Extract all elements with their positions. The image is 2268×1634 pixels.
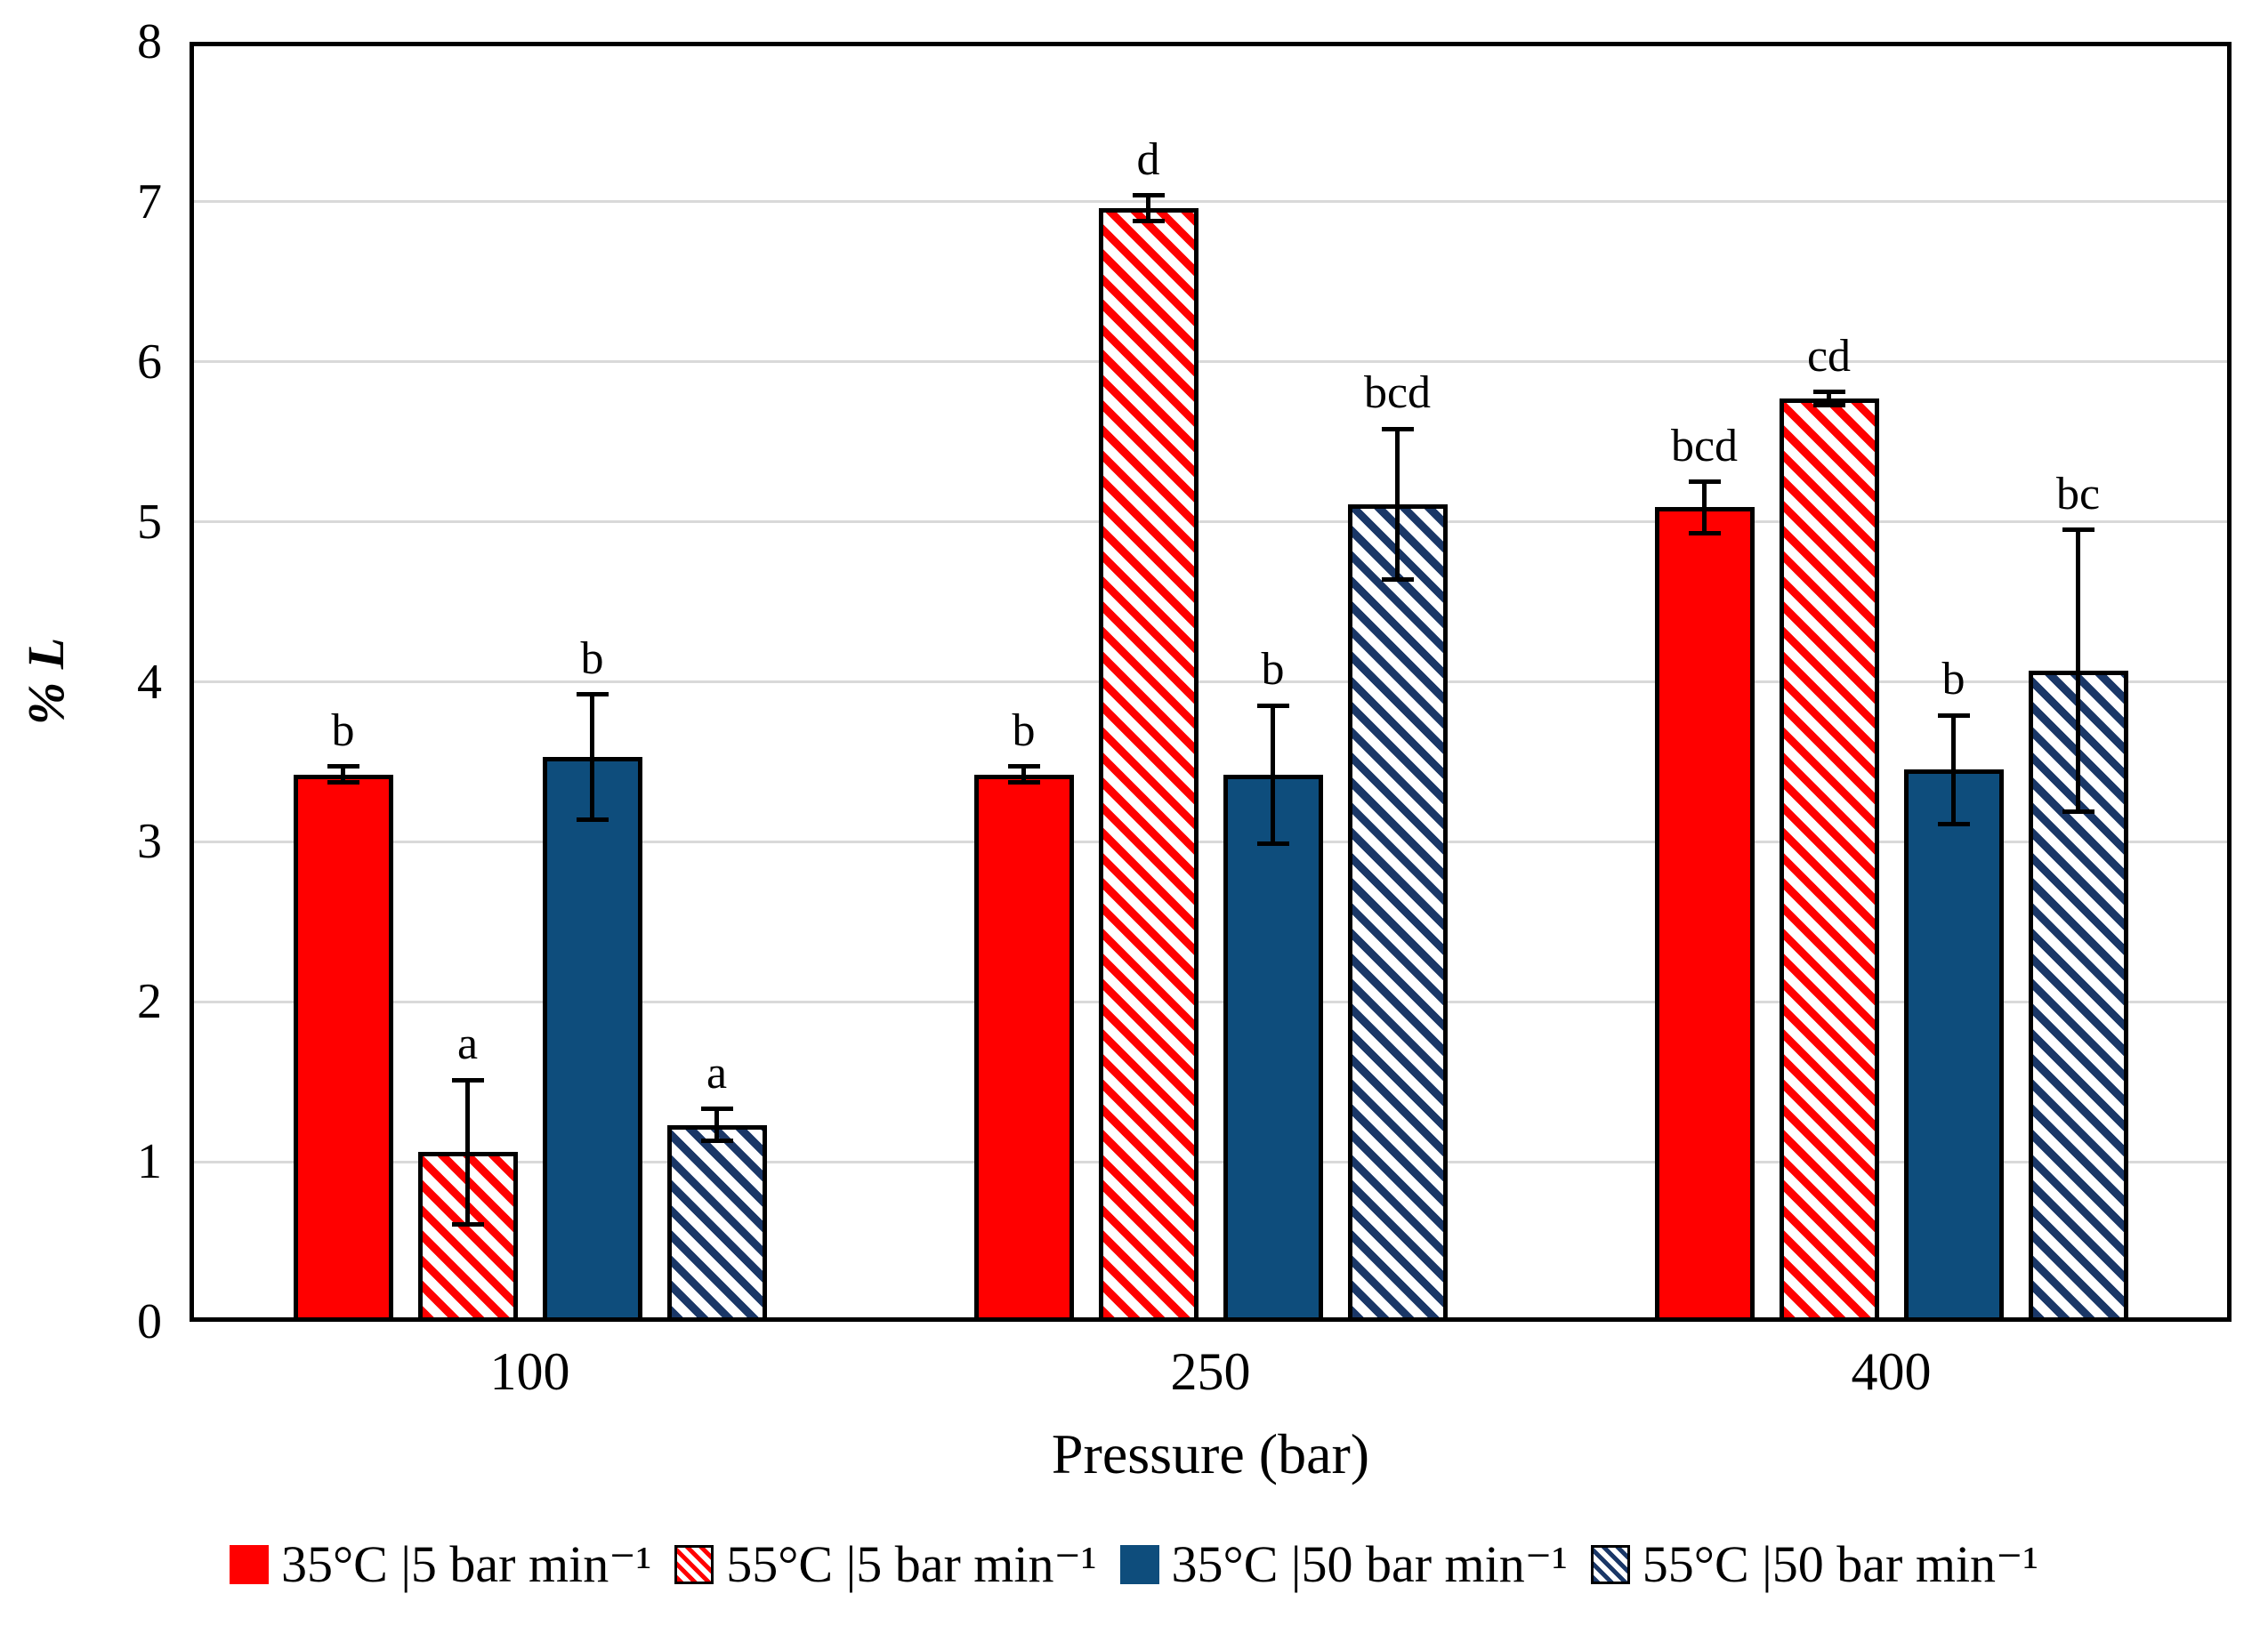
error-bar-bottom-cap [1132, 218, 1165, 223]
y-tick-label: 7 [137, 173, 162, 229]
significance-letter: bc [2055, 468, 2101, 519]
legend-swatch [1590, 1545, 1630, 1584]
bar [542, 757, 642, 1322]
error-bar [465, 1080, 470, 1225]
x-tick-label: 400 [1851, 1342, 1932, 1401]
y-tick-label: 2 [137, 974, 162, 1030]
error-bar-bottom-cap [327, 780, 359, 785]
error-bar-top-cap [1256, 703, 1289, 708]
error-bar-bottom-cap [1688, 530, 1721, 535]
legend-label: 55°C |5 bar min⁻¹ [726, 1535, 1097, 1593]
gridline [190, 1000, 2232, 1003]
error-bar-bottom-cap [1256, 841, 1289, 846]
significance-letter: b [1941, 654, 1965, 705]
y-tick-label: 0 [137, 1294, 162, 1349]
significance-letter: b [1261, 644, 1285, 696]
error-bar-bottom-cap [1937, 822, 1970, 827]
error-bar-top-cap [1812, 390, 1845, 395]
y-tick-label: 4 [137, 654, 162, 710]
error-bar-bottom-cap [576, 817, 609, 822]
category-group: b a b a [190, 42, 870, 1322]
bar [1654, 507, 1755, 1322]
error-bar [1827, 391, 1831, 406]
error-bar-top-cap [327, 764, 359, 769]
significance-letter: b [1012, 704, 1036, 756]
error-bar [2076, 529, 2080, 812]
error-bar-top-cap [451, 1077, 484, 1083]
y-tick-label: 8 [137, 14, 162, 69]
y-tick-label: 3 [137, 814, 162, 870]
significance-letter: cd [1806, 330, 1852, 382]
gridline [190, 1160, 2232, 1163]
error-bar [1702, 481, 1707, 534]
gridline [190, 200, 2232, 204]
bar [1098, 208, 1199, 1322]
legend-swatch [229, 1545, 269, 1584]
significance-letter: bcd [1363, 367, 1432, 419]
error-bar-top-cap [1007, 764, 1040, 769]
error-bar [1951, 715, 1956, 825]
category-group: bcd cd b bc [1551, 42, 2232, 1322]
error-bar-top-cap [2062, 527, 2094, 533]
significance-letter: a [706, 1047, 728, 1099]
bar [666, 1124, 767, 1322]
category-group: b d b bcd [870, 42, 1551, 1322]
bar [1347, 503, 1448, 1322]
error-bar-bottom-cap [451, 1221, 484, 1227]
legend-label: 35°C |50 bar min⁻¹ [1171, 1535, 1568, 1593]
error-bar [341, 766, 345, 783]
error-bar [714, 1108, 719, 1141]
bar [1779, 398, 1879, 1322]
error-bar-bottom-cap [1381, 576, 1414, 582]
legend-item: 55°C |5 bar min⁻¹ [674, 1535, 1097, 1593]
gridline [190, 360, 2232, 364]
error-bar-bottom-cap [1007, 780, 1040, 785]
bar [1903, 769, 2004, 1322]
error-bar-top-cap [576, 692, 609, 697]
x-tick-label: 250 [1170, 1342, 1251, 1401]
significance-letter: b [331, 704, 355, 756]
legend-swatch [1119, 1545, 1159, 1584]
legend: 35°C |5 bar min⁻¹ 55°C |5 bar min⁻¹ 35°C |… [0, 1539, 2268, 1590]
error-bar-bottom-cap [2062, 809, 2094, 814]
error-bar-top-cap [1688, 479, 1721, 485]
legend-item: 55°C |50 bar min⁻¹ [1590, 1535, 2039, 1593]
legend-label: 35°C |5 bar min⁻¹ [280, 1535, 652, 1593]
legend-item: 35°C |50 bar min⁻¹ [1119, 1535, 1568, 1593]
error-bar-top-cap [1132, 193, 1165, 198]
error-bar [1021, 766, 1026, 783]
gridline [190, 680, 2232, 683]
error-bar [1395, 429, 1400, 580]
significance-letter: bcd [1670, 420, 1739, 471]
error-bar-top-cap [700, 1107, 733, 1112]
error-bar-top-cap [1937, 712, 1970, 718]
error-bar-bottom-cap [700, 1139, 733, 1144]
legend-label: 55°C |50 bar min⁻¹ [1642, 1535, 2039, 1593]
legend-item: 35°C |5 bar min⁻¹ [229, 1535, 652, 1593]
y-tick-label: 5 [137, 494, 162, 550]
legend-swatch [674, 1545, 714, 1584]
error-bar-top-cap [1381, 426, 1414, 431]
y-tick-label: 1 [137, 1134, 162, 1190]
error-bar [1146, 195, 1150, 221]
x-axis-title: Pressure (bar) [1051, 1422, 1370, 1485]
bar [293, 774, 393, 1322]
significance-letter: b [580, 632, 604, 684]
x-tick-label: 100 [489, 1342, 570, 1401]
significance-letter: d [1136, 133, 1160, 185]
gridline [190, 520, 2232, 524]
y-tick-label: 6 [137, 334, 162, 390]
error-bar-bottom-cap [1812, 402, 1845, 407]
bar [1223, 774, 1323, 1322]
gridline [190, 840, 2232, 843]
error-bar [590, 694, 594, 820]
significance-letter: a [456, 1018, 479, 1070]
plot-area: b a b a b d b bcd bcd cd b bc [190, 42, 2232, 1322]
error-bar [1271, 705, 1275, 844]
bar [973, 774, 1074, 1322]
